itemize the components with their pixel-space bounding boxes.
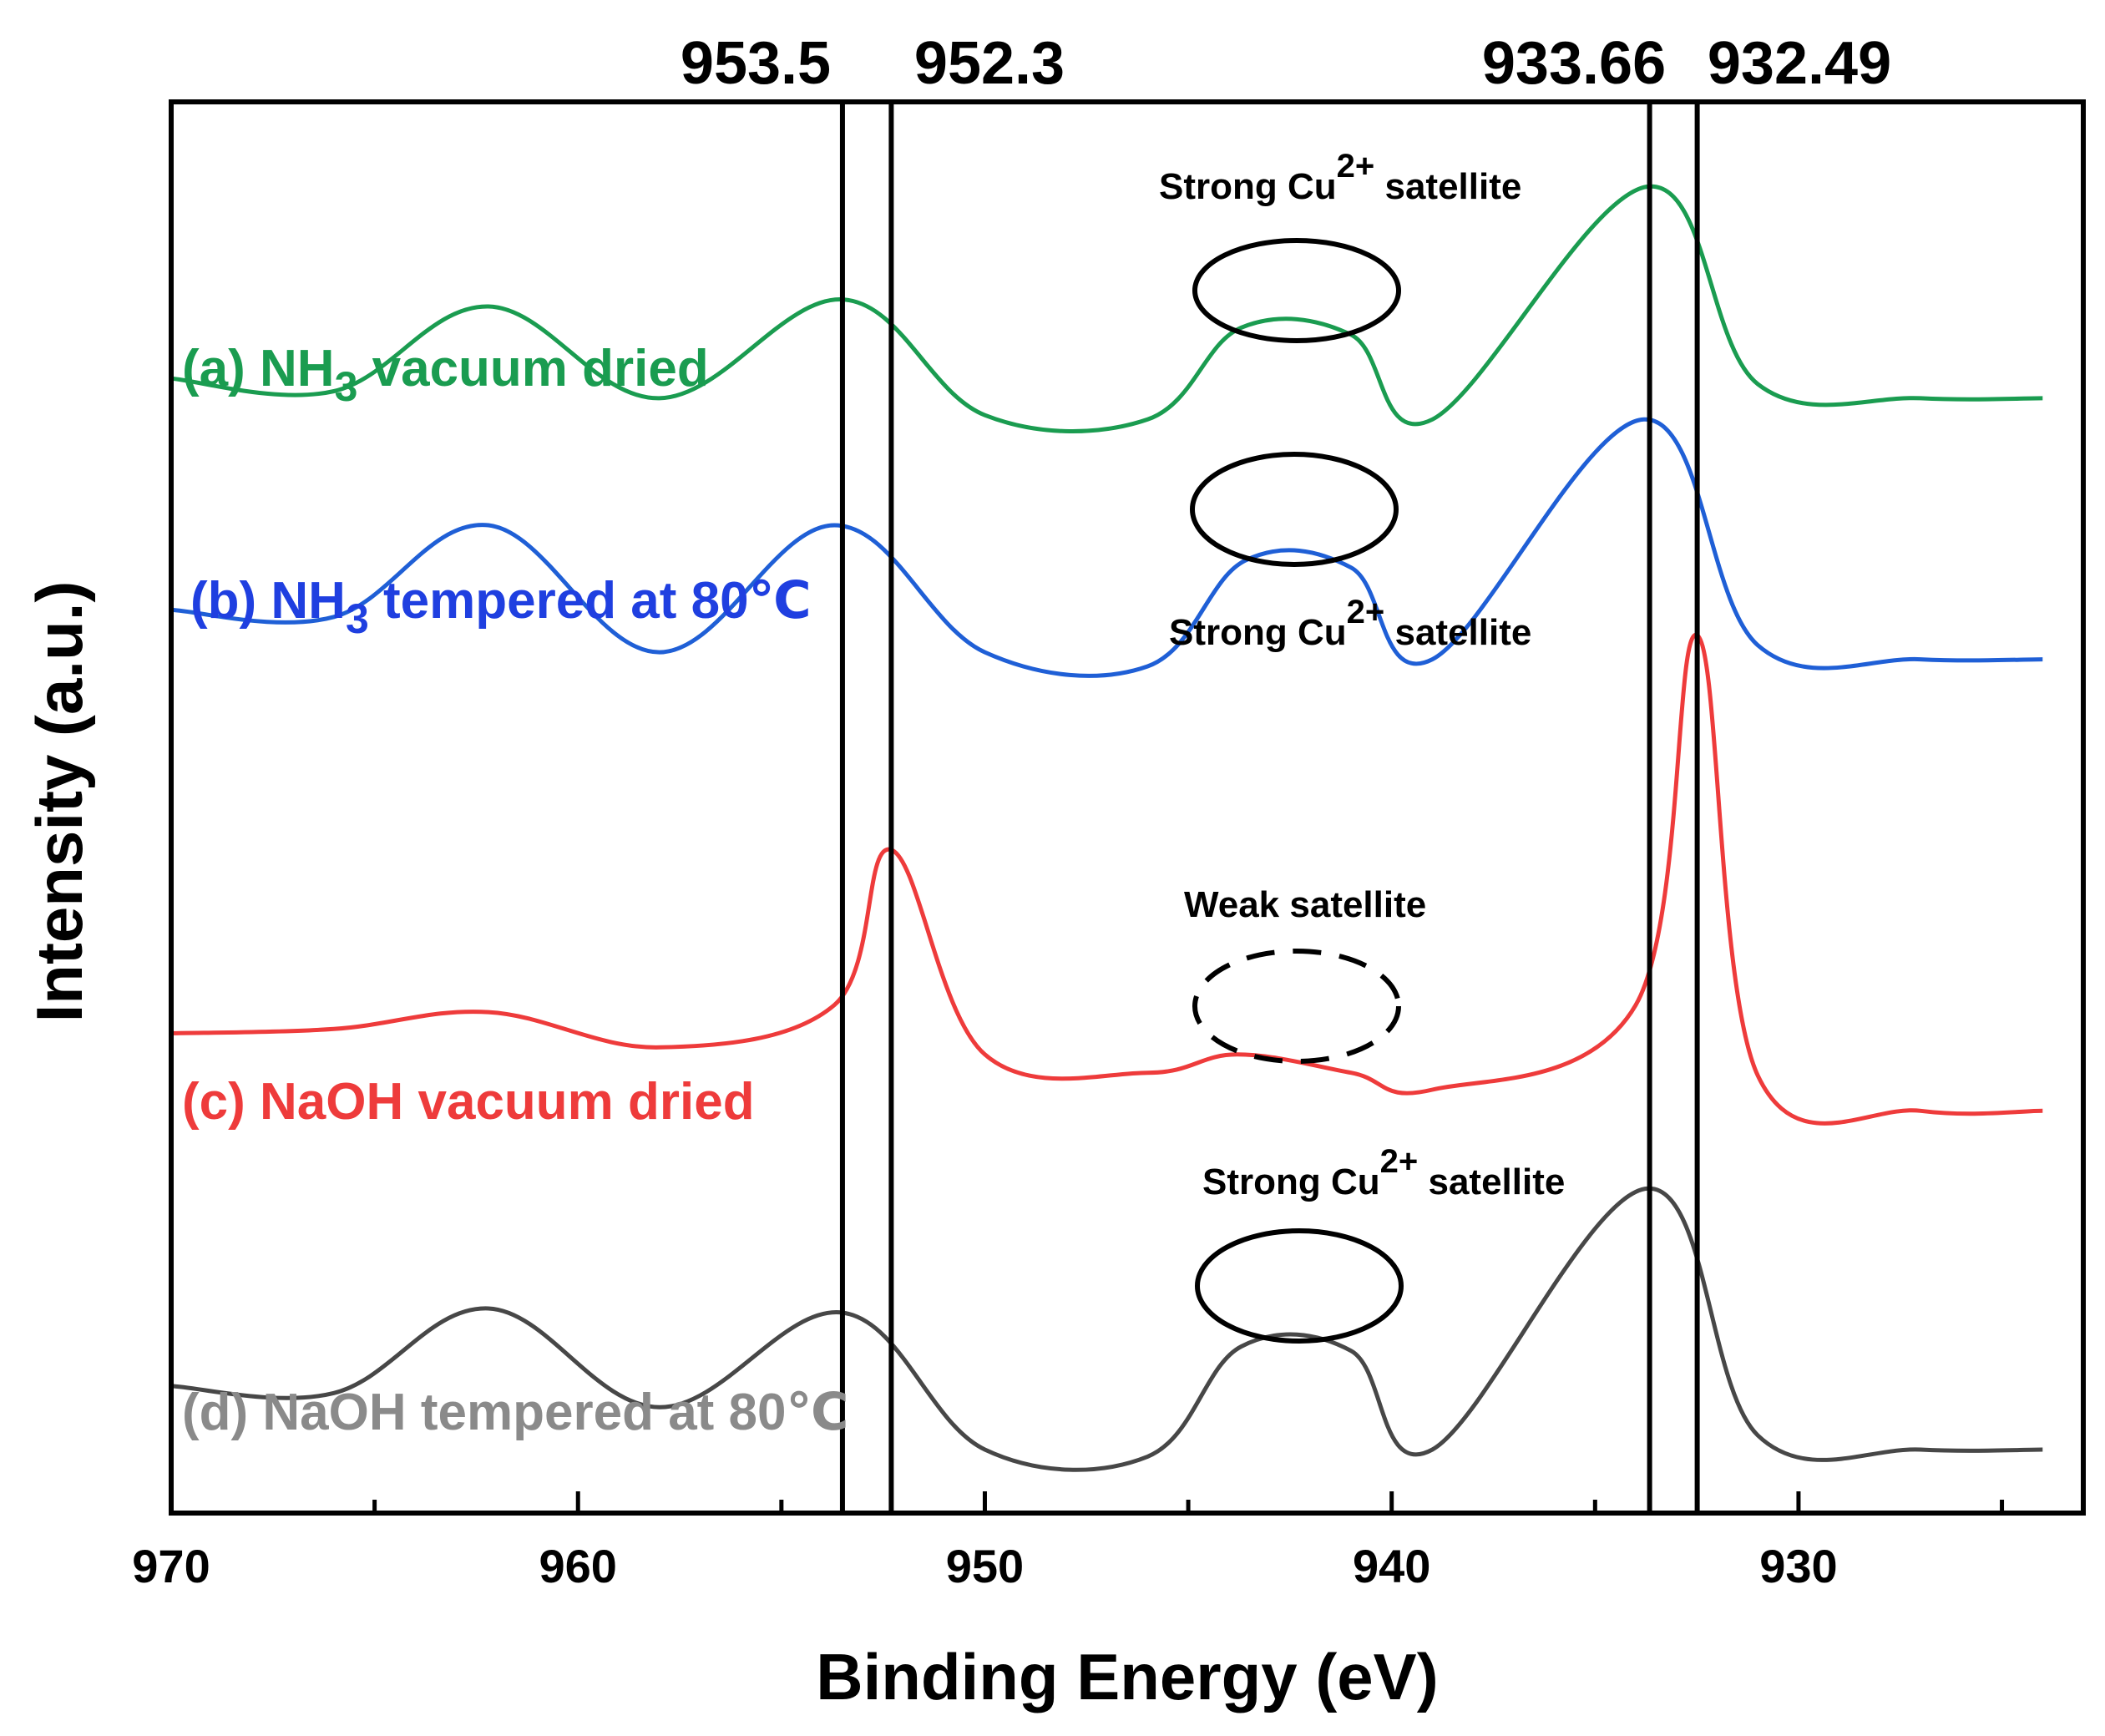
satellite-label-c: Weak satellite [1184, 884, 1426, 925]
satellite-label-d-main: Strong Cu [1202, 1162, 1380, 1202]
satellite-label-a: Strong Cu2+ satellite [1159, 148, 1521, 207]
series-label-a: (a) NH3 vacuum dried [182, 340, 709, 410]
y-axis-title: Intensity (a.u.) [23, 581, 96, 1023]
satellite-label-a-sup: 2+ [1337, 148, 1375, 185]
series-label-c: (c) NaOH vacuum dried [182, 1073, 755, 1131]
series-label-d: (d) NaOH tempered at 80℃ [182, 1384, 849, 1441]
series-curves [170, 184, 2043, 1472]
refline-label-933-66: 933.66 [1482, 30, 1666, 97]
satellite-ellipse-c [1192, 949, 1401, 1064]
satellite-label-d-sup: 2+ [1380, 1143, 1419, 1180]
refline-label-953-5: 953.5 [681, 30, 831, 97]
satellite-label-d-rest: satellite [1418, 1162, 1565, 1202]
satellite-label-b: Strong Cu2+ satellite [1169, 594, 1531, 653]
x-tick-label-970: 970 [132, 1540, 210, 1592]
satellite-ellipse-d [1195, 1228, 1404, 1344]
series-label-a-rest: vacuum dried [357, 340, 708, 397]
satellite-label-b-main: Strong Cu [1169, 612, 1347, 653]
series-line-d [170, 1186, 2043, 1472]
satellite-label-b-rest: satellite [1384, 612, 1531, 653]
series-label-a-main: (a) NH [182, 340, 335, 397]
x-tick-label-950: 950 [946, 1540, 1024, 1592]
refline-label-932-49: 932.49 [1708, 30, 1891, 97]
series-line-c [170, 633, 2043, 1126]
series-label-a-sub: 3 [335, 363, 358, 410]
reference-lines [839, 102, 1700, 1513]
refline-label-952-3: 952.3 [914, 30, 1065, 97]
satellite-label-b-sup: 2+ [1347, 594, 1385, 630]
series-label-b-sub: 3 [346, 595, 369, 642]
satellite-ellipse-b [1190, 452, 1399, 567]
series-line-a [170, 184, 2043, 433]
series-label-b: (b) NH3 tempered at 80℃ [190, 572, 812, 642]
satellite-label-a-rest: satellite [1374, 166, 1521, 207]
series-label-b-main: (b) NH [190, 572, 346, 630]
x-tick-label-960: 960 [539, 1540, 617, 1592]
x-axis-title: Binding Energy (eV) [816, 1640, 1438, 1713]
satellite-ellipse-a [1192, 238, 1401, 343]
series-label-b-rest: tempered at 80℃ [369, 572, 812, 630]
x-tick-label-930: 930 [1759, 1540, 1837, 1592]
x-axis-ticks: 970 960 950 940 930 [132, 1491, 2005, 1592]
satellite-label-d: Strong Cu2+ satellite [1202, 1143, 1565, 1202]
plot-frame [169, 99, 2086, 1516]
series-line-b [170, 417, 2043, 678]
satellite-label-a-main: Strong Cu [1159, 166, 1337, 207]
x-tick-label-940: 940 [1353, 1540, 1430, 1592]
